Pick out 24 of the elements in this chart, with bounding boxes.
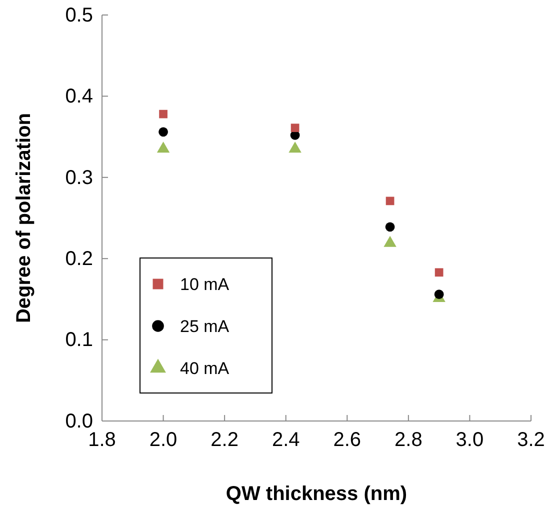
point	[159, 110, 168, 118]
y-tick-label: 0.3	[65, 166, 93, 189]
point	[158, 127, 168, 137]
x-tick-label: 2.6	[333, 429, 362, 451]
point	[386, 196, 394, 206]
legend-label: 10 mA	[180, 275, 230, 294]
x-tick-label: 3.0	[456, 429, 484, 451]
x-tick-label: 2.2	[210, 429, 238, 451]
y-tick-label: 0.4	[65, 86, 93, 108]
x-tick-label: 3.2	[517, 429, 545, 451]
y-tick-label: 0.2	[65, 248, 93, 270]
point	[434, 268, 444, 277]
x-tick-label: 2.0	[149, 429, 178, 451]
x-tick-label: 2.4	[272, 429, 300, 451]
y-tick-label: 0.5	[65, 4, 93, 26]
point	[290, 124, 300, 132]
legend-label: 25 mA	[180, 317, 230, 336]
y-tick-label: 0.1	[65, 329, 93, 352]
y-axis-title: Degree of polarization	[13, 112, 35, 324]
point	[434, 290, 444, 300]
legend-label: 40 mA	[180, 359, 230, 378]
point	[385, 222, 395, 232]
x-tick-label: 2.8	[394, 429, 422, 451]
x-axis-title: QW thickness (nm)	[226, 483, 408, 505]
